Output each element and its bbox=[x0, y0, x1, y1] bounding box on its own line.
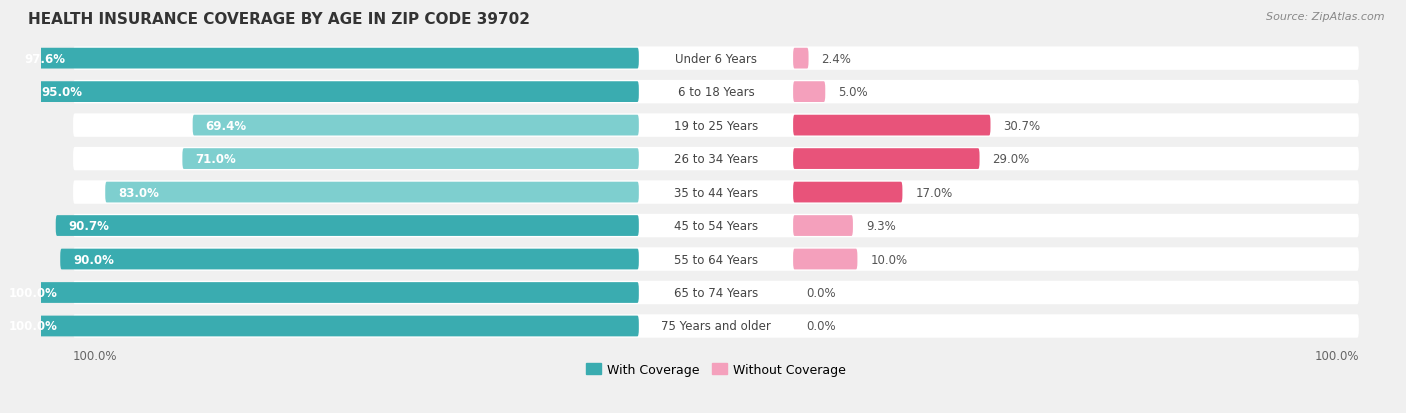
Text: 100.0%: 100.0% bbox=[1315, 349, 1358, 363]
FancyBboxPatch shape bbox=[73, 81, 1358, 104]
Text: 26 to 34 Years: 26 to 34 Years bbox=[673, 153, 758, 166]
FancyBboxPatch shape bbox=[0, 316, 638, 337]
Text: 9.3%: 9.3% bbox=[866, 220, 896, 233]
Text: 100.0%: 100.0% bbox=[8, 320, 58, 333]
FancyBboxPatch shape bbox=[73, 248, 1358, 271]
Text: 10.0%: 10.0% bbox=[870, 253, 907, 266]
FancyBboxPatch shape bbox=[105, 182, 638, 203]
FancyBboxPatch shape bbox=[0, 282, 638, 303]
Text: 30.7%: 30.7% bbox=[1004, 119, 1040, 132]
FancyBboxPatch shape bbox=[793, 249, 858, 270]
Legend: With Coverage, Without Coverage: With Coverage, Without Coverage bbox=[581, 358, 851, 381]
FancyBboxPatch shape bbox=[60, 249, 638, 270]
FancyBboxPatch shape bbox=[793, 216, 853, 236]
FancyBboxPatch shape bbox=[73, 181, 1358, 204]
Text: 45 to 54 Years: 45 to 54 Years bbox=[673, 220, 758, 233]
Text: HEALTH INSURANCE COVERAGE BY AGE IN ZIP CODE 39702: HEALTH INSURANCE COVERAGE BY AGE IN ZIP … bbox=[28, 12, 530, 27]
Text: 5.0%: 5.0% bbox=[838, 86, 868, 99]
FancyBboxPatch shape bbox=[793, 182, 903, 203]
Text: 19 to 25 Years: 19 to 25 Years bbox=[673, 119, 758, 132]
Text: 83.0%: 83.0% bbox=[118, 186, 159, 199]
Text: 29.0%: 29.0% bbox=[993, 153, 1029, 166]
Text: 71.0%: 71.0% bbox=[195, 153, 236, 166]
FancyBboxPatch shape bbox=[28, 82, 638, 103]
Text: Source: ZipAtlas.com: Source: ZipAtlas.com bbox=[1267, 12, 1385, 22]
FancyBboxPatch shape bbox=[11, 49, 638, 69]
Text: 55 to 64 Years: 55 to 64 Years bbox=[673, 253, 758, 266]
Text: 95.0%: 95.0% bbox=[41, 86, 82, 99]
Text: 90.7%: 90.7% bbox=[69, 220, 110, 233]
Text: Under 6 Years: Under 6 Years bbox=[675, 52, 756, 66]
Text: 0.0%: 0.0% bbox=[806, 320, 835, 333]
FancyBboxPatch shape bbox=[183, 149, 638, 170]
Text: 35 to 44 Years: 35 to 44 Years bbox=[673, 186, 758, 199]
FancyBboxPatch shape bbox=[793, 49, 808, 69]
FancyBboxPatch shape bbox=[73, 281, 1358, 304]
FancyBboxPatch shape bbox=[793, 149, 980, 170]
FancyBboxPatch shape bbox=[56, 216, 638, 236]
Text: 100.0%: 100.0% bbox=[8, 286, 58, 299]
Text: 69.4%: 69.4% bbox=[205, 119, 246, 132]
FancyBboxPatch shape bbox=[73, 47, 1358, 71]
FancyBboxPatch shape bbox=[73, 147, 1358, 171]
Text: 90.0%: 90.0% bbox=[73, 253, 114, 266]
Text: 2.4%: 2.4% bbox=[821, 52, 851, 66]
Text: 0.0%: 0.0% bbox=[806, 286, 835, 299]
Text: 97.6%: 97.6% bbox=[24, 52, 65, 66]
Text: 17.0%: 17.0% bbox=[915, 186, 952, 199]
FancyBboxPatch shape bbox=[193, 116, 638, 136]
FancyBboxPatch shape bbox=[793, 82, 825, 103]
Text: 75 Years and older: 75 Years and older bbox=[661, 320, 770, 333]
Text: 100.0%: 100.0% bbox=[73, 349, 118, 363]
FancyBboxPatch shape bbox=[73, 114, 1358, 138]
FancyBboxPatch shape bbox=[793, 116, 990, 136]
Text: 6 to 18 Years: 6 to 18 Years bbox=[678, 86, 755, 99]
FancyBboxPatch shape bbox=[73, 214, 1358, 238]
Text: 65 to 74 Years: 65 to 74 Years bbox=[673, 286, 758, 299]
FancyBboxPatch shape bbox=[73, 315, 1358, 338]
